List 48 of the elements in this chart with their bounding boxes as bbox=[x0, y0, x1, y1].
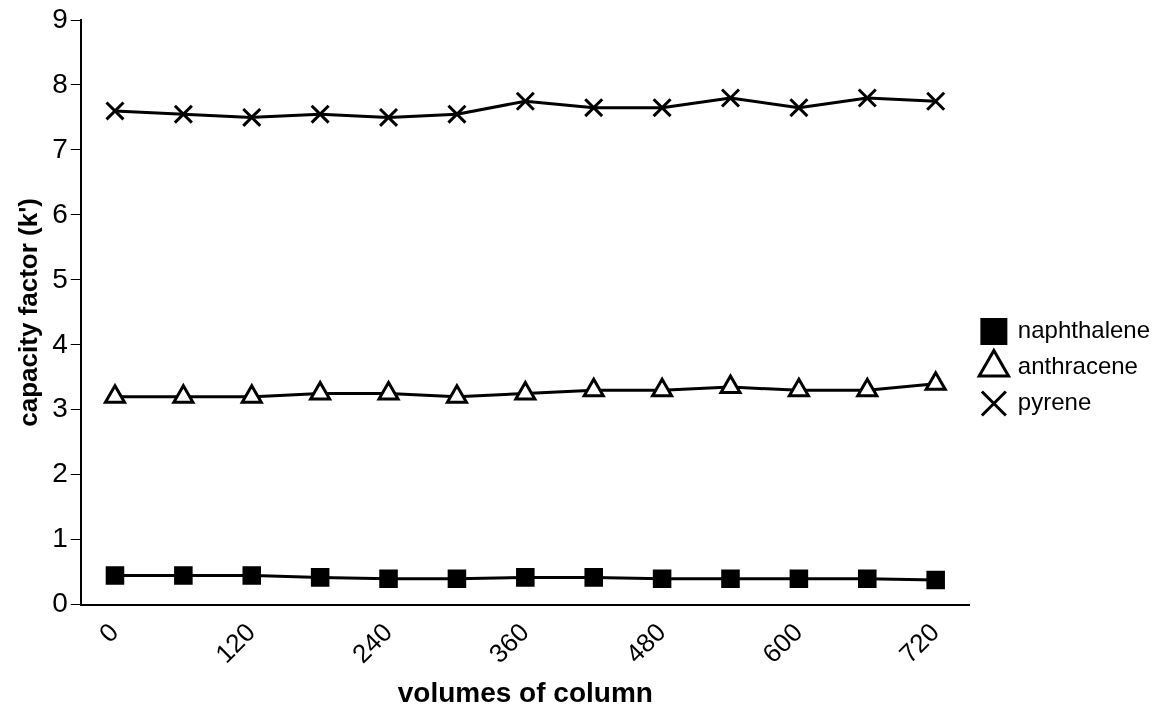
y-tick-label: 3 bbox=[52, 392, 68, 424]
x-tick-label: 600 bbox=[756, 616, 809, 669]
point bbox=[446, 104, 467, 125]
point bbox=[173, 104, 194, 125]
x-tick-label: 360 bbox=[482, 616, 535, 669]
legend-label: naphthalene bbox=[1017, 316, 1151, 344]
point bbox=[174, 566, 193, 585]
point bbox=[516, 568, 535, 587]
point bbox=[857, 87, 878, 108]
point bbox=[789, 569, 809, 588]
y-tick-label: 0 bbox=[52, 587, 68, 619]
point bbox=[447, 569, 467, 588]
y-tick-label: 8 bbox=[52, 67, 68, 99]
x-tick-label: 120 bbox=[209, 616, 262, 669]
point bbox=[378, 107, 399, 128]
point bbox=[652, 569, 672, 588]
x-tick-label: 240 bbox=[345, 616, 398, 669]
point bbox=[310, 104, 331, 125]
point bbox=[241, 107, 262, 128]
y-tick-label: 6 bbox=[52, 197, 68, 229]
y-tick-label: 7 bbox=[52, 132, 68, 164]
point bbox=[242, 566, 262, 585]
point bbox=[652, 97, 673, 118]
point bbox=[104, 100, 125, 121]
y-axis-title: capacity factor (k') bbox=[12, 197, 43, 427]
point bbox=[379, 569, 398, 588]
y-tick-label: 1 bbox=[52, 522, 68, 554]
point bbox=[788, 97, 809, 118]
y-tick-label: 9 bbox=[52, 2, 68, 34]
y-tick-label: 2 bbox=[52, 457, 68, 489]
point bbox=[858, 569, 877, 588]
point bbox=[515, 91, 536, 112]
point bbox=[105, 566, 125, 585]
point bbox=[926, 570, 945, 590]
x-axis-title: volumes of column bbox=[397, 676, 653, 708]
point bbox=[583, 97, 604, 118]
point bbox=[721, 569, 740, 588]
legend-label: pyrene bbox=[1017, 388, 1092, 416]
point bbox=[720, 87, 741, 108]
y-tick-label: 4 bbox=[52, 327, 68, 359]
x-tick-label: 0 bbox=[92, 616, 125, 649]
x-tick-label: 480 bbox=[619, 616, 672, 669]
legend-label: anthracene bbox=[1017, 352, 1138, 380]
point bbox=[310, 568, 330, 587]
point bbox=[925, 91, 946, 112]
point bbox=[584, 568, 603, 587]
y-tick-label: 5 bbox=[52, 262, 68, 294]
x-tick-label: 720 bbox=[893, 616, 945, 669]
